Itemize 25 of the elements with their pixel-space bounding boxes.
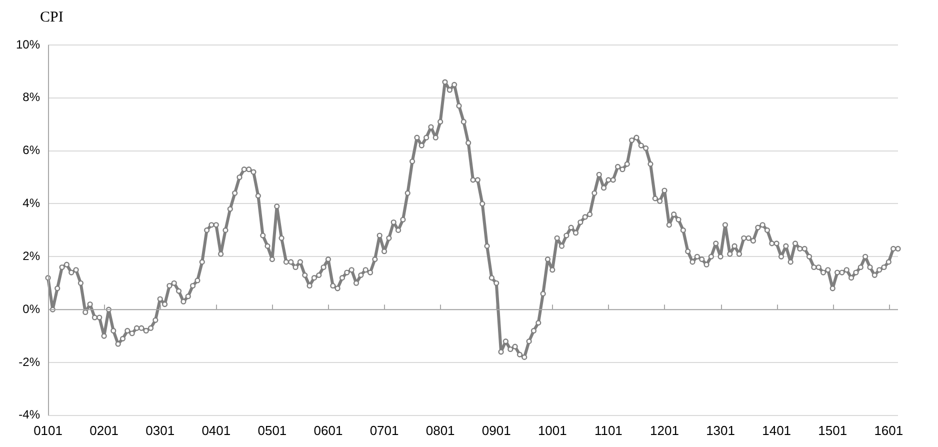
x-tick-label: 0201	[90, 422, 119, 438]
y-tick-label: 0%	[22, 302, 40, 316]
x-tick-label: 1101	[594, 422, 622, 438]
y-axis-title: CPI	[40, 9, 64, 26]
x-tick-label: 0401	[202, 422, 231, 438]
x-tick-label: 0801	[426, 422, 455, 438]
x-tick-label: 1301	[706, 422, 735, 438]
x-tick-label: 1401	[762, 422, 792, 438]
x-tick-label: 1001	[538, 422, 567, 438]
x-tick-label: 0301	[146, 422, 175, 438]
x-tick-label: 0701	[370, 422, 399, 438]
y-tick-label: 4%	[22, 196, 40, 210]
x-tick-label: 0501	[258, 422, 287, 438]
y-tick-label: -2%	[18, 354, 40, 369]
y-tick-label: 6%	[22, 143, 40, 158]
y-tick-label: -4%	[18, 408, 40, 422]
x-tick-label: 0901	[482, 422, 511, 438]
y-tick-label: 10%	[16, 37, 40, 52]
x-tick-label: 0601	[314, 422, 343, 438]
x-tick-label: 1601	[874, 422, 904, 438]
x-tick-label: 0101	[34, 422, 62, 438]
y-tick-label: 2%	[22, 248, 40, 263]
x-tick-label: 1201	[650, 422, 679, 438]
x-tick-label: 1501	[818, 422, 848, 438]
y-tick-label: 8%	[22, 90, 40, 104]
